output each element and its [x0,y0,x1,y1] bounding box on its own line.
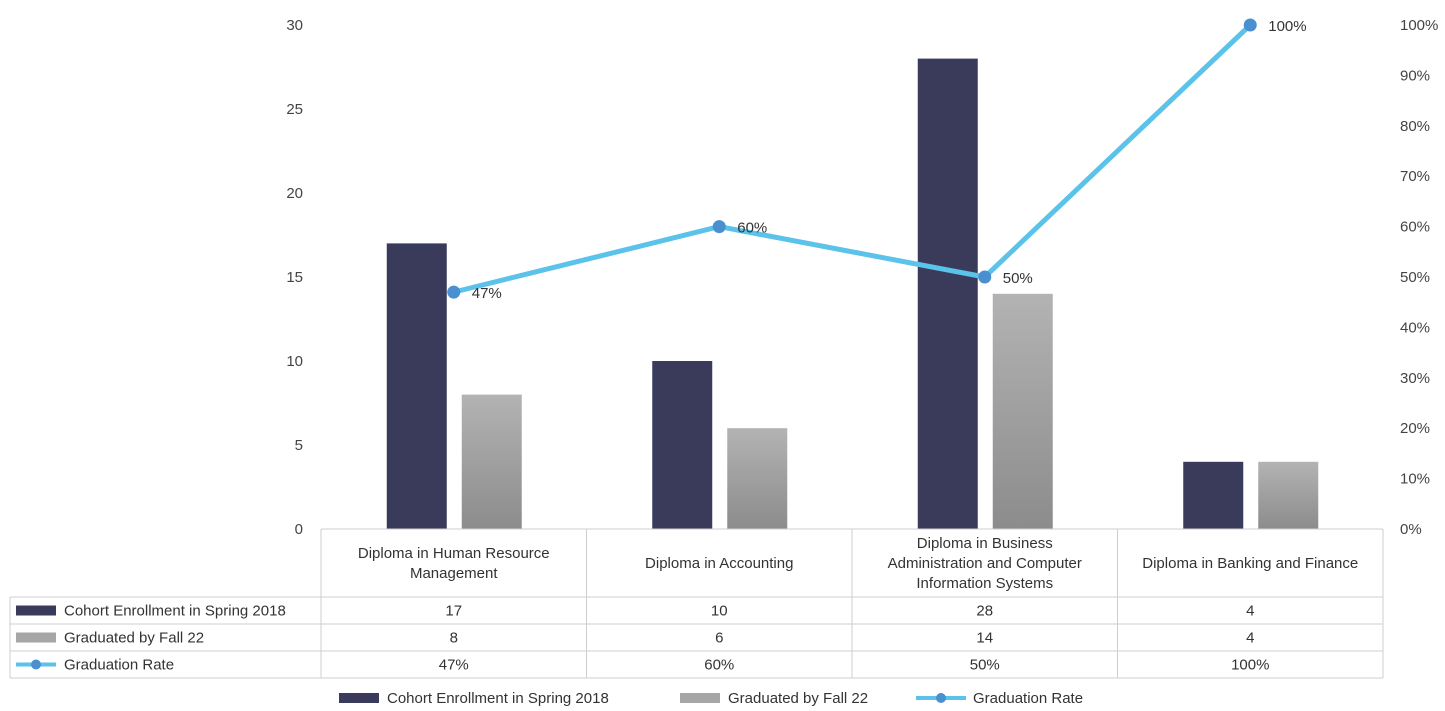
table-key-enrollment [16,605,56,616]
enrollment-bar [1183,461,1244,529]
graduated-bar [727,428,788,529]
table-cell: 14 [976,630,993,647]
table-cell: 50% [970,657,1000,674]
y-right-tick-label: 100% [1400,17,1438,34]
y-right-tick-label: 80% [1400,118,1430,135]
table-cell: 17 [445,603,462,620]
legend-key-enrollment [339,693,379,703]
graduation-rate-marker [712,220,726,234]
y-left-tick-label: 30 [286,17,303,34]
table-cell: 10 [711,603,728,620]
category-label: Management [410,565,498,582]
graduation-rate-line [453,23,1252,295]
y-left-tick-label: 5 [295,437,303,454]
legend-label: Graduation Rate [973,690,1083,707]
legend-label: Graduated by Fall 22 [728,690,868,707]
y-right-tick-label: 0% [1400,521,1422,538]
graduated-bar [1258,461,1319,529]
y-right-tick-label: 60% [1400,219,1430,236]
table-cell: 60% [704,657,734,674]
graduated-bar [992,293,1053,529]
table-cell: 4 [1246,603,1254,620]
table-cell: 47% [439,657,469,674]
graduation-rate-marker [1243,18,1257,32]
category-label: Diploma in Accounting [645,555,793,572]
table-cell: 8 [450,630,458,647]
table-cell: 28 [976,603,993,620]
y-right-tick-label: 10% [1400,471,1430,488]
enrollment-bar [652,361,713,529]
y-right-tick-label: 50% [1400,269,1430,286]
graduation-rate-data-label: 60% [737,220,767,237]
y-left-tick-label: 15 [286,269,303,286]
graduation-rate-marker [978,270,992,284]
y-right-tick-label: 30% [1400,370,1430,387]
table-row-label: Graduated by Fall 22 [64,630,204,647]
y-right-tick-label: 20% [1400,420,1430,437]
y-right-tick-label: 70% [1400,168,1430,185]
graduation-rate-data-label: 50% [1003,270,1033,287]
graduation-rate-marker [447,285,461,299]
table-row-label: Cohort Enrollment in Spring 2018 [64,603,286,620]
y-left-tick-label: 10 [286,353,303,370]
legend-key-graduated [680,693,720,703]
category-label: Diploma in Human Resource [358,545,550,562]
y-right-tick-label: 90% [1400,67,1430,84]
enrollment-bar [386,243,447,529]
graduation-rate-data-label: 47% [472,285,502,302]
table-cell: 4 [1246,630,1254,647]
graduation-rate-data-label: 100% [1268,18,1306,35]
category-label: Diploma in Business [917,535,1053,552]
y-left-tick-label: 0 [295,521,303,538]
legend-key-rate-marker [936,693,946,703]
legend-label: Cohort Enrollment in Spring 2018 [387,690,609,707]
category-label: Diploma in Banking and Finance [1142,555,1358,572]
table-row-label: Graduation Rate [64,657,174,674]
graduated-bar [461,394,522,529]
category-label: Administration and Computer [888,555,1082,572]
table-key-graduated [16,632,56,643]
enrollment-bar [917,58,978,529]
category-label: Information Systems [916,575,1053,592]
y-right-tick-label: 40% [1400,319,1430,336]
y-left-tick-label: 20 [286,185,303,202]
table-key-rate-marker [31,659,41,670]
table-cell: 100% [1231,657,1269,674]
y-left-tick-label: 25 [286,101,303,118]
table-cell: 6 [715,630,723,647]
